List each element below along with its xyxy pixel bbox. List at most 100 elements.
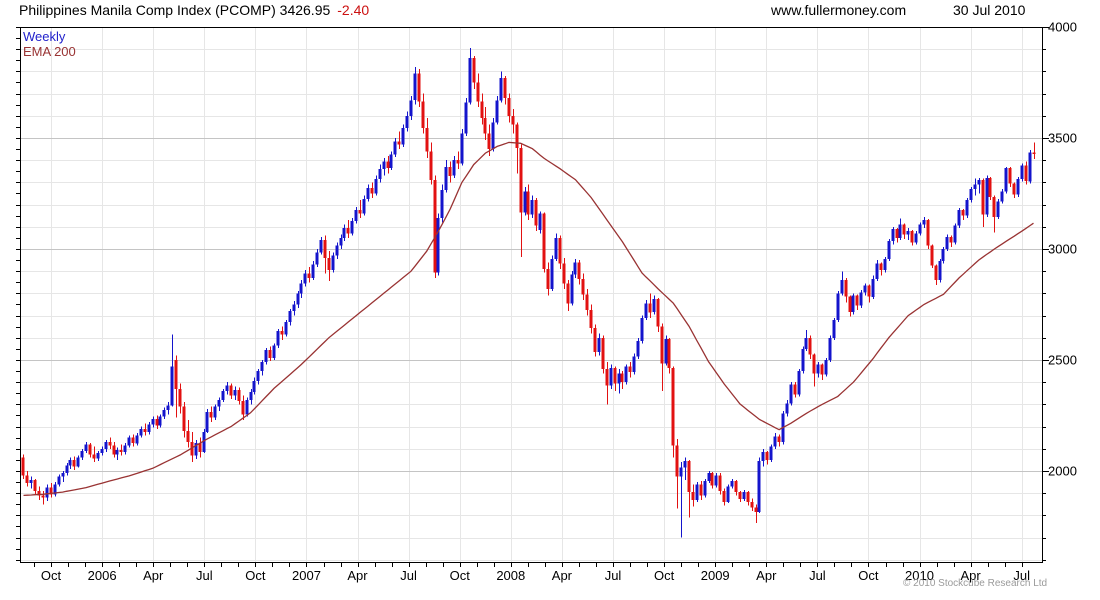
candle-body [405,115,409,128]
candle-body [53,484,57,495]
candle-body [147,424,151,433]
candle-body [139,428,143,436]
candle-body [812,354,816,374]
candle-body [550,259,554,289]
x-axis-label: Oct [41,568,62,583]
candle-body [178,388,182,407]
candle-body [546,269,550,289]
candle-body [386,161,390,168]
candle-body [1024,165,1028,182]
x-axis-label: Jul [605,568,622,583]
candle-body [742,492,746,499]
candle-body [926,220,930,246]
candle-body [797,371,801,395]
candle-body [628,366,632,373]
candle-body [738,492,742,499]
candle-body [209,412,213,418]
candle-body [249,392,253,400]
candle-body [848,296,852,313]
candle-body [339,237,343,246]
x-axis-labels: Oct 2006 Apr Jul Oct 2007 Apr Jul Oct 2008 Apr Jul O… [41,568,1030,583]
candle-body [652,298,656,313]
candle-body [757,461,761,513]
candle-body [793,384,797,395]
candle-body [186,431,190,443]
candle-body [45,487,49,498]
candle-body [910,231,914,243]
x-axis-label: 2007 [292,568,321,583]
candle-body [534,200,538,226]
candle-body [119,449,123,453]
candle-body [158,416,162,426]
candle-body [562,263,566,284]
candle-body [260,362,264,372]
candle-body [115,449,119,455]
candle-body [519,148,523,213]
candle-body [440,190,444,218]
candle-body [577,262,581,279]
candle-body [632,356,636,373]
y-axis-label: 2000 [1048,464,1077,479]
candle-body [256,371,260,382]
candle-body [433,180,437,273]
candle-body [319,240,323,253]
legend-ema-200: EMA 200 [23,44,76,59]
x-axis-label: Apr [143,568,164,583]
candle-body [507,98,511,116]
candle-body [773,436,777,447]
candle-body [726,486,730,502]
candle-body [570,274,574,304]
candle-body [523,191,527,213]
candle-body [891,229,895,242]
legend-weekly: Weekly [23,29,66,44]
x-axis-label: Oct [654,568,675,583]
candle-body [264,350,268,363]
y-axis-labels: 4000 3500 3000 2500 2000 [1048,20,1077,479]
candle-body [566,283,570,304]
candle-body [511,115,515,125]
candle-body [233,390,237,396]
candle-body [597,337,601,353]
candle-body [252,381,256,393]
candle-body [76,457,80,467]
candle-body [229,385,233,396]
candle-body [108,442,112,446]
candle-body [299,283,303,294]
candle-body [808,337,812,355]
candle-body [973,184,977,189]
x-axis-label: Apr [552,568,573,583]
candle-body [902,224,906,235]
candle-body [977,180,981,185]
candle-body [272,345,276,358]
candle-body [554,237,558,259]
candle-body [585,294,589,310]
candle-body [816,364,820,374]
candle-body [217,399,221,407]
candle-body [707,473,711,481]
candle-body [155,418,159,426]
candle-body [162,409,166,417]
candle-body [413,73,417,101]
candle-body [202,432,206,453]
candle-body [765,452,769,460]
candle-body [401,128,405,145]
candle-body [276,331,280,346]
candle-body [135,435,139,444]
candle-body [883,259,887,271]
x-axis-label: Jul [400,568,417,583]
candle-body [288,311,292,323]
candle-body [664,338,668,364]
copyright: © 2010 Stockcube Research Ltd [903,578,1048,589]
candle-body [127,437,131,446]
candle-body [21,457,25,476]
candle-body [589,310,593,328]
candle-body [417,73,421,102]
candle-body [530,200,534,215]
candle-body [151,418,155,425]
candle-body [844,280,848,297]
candle-body [84,444,88,451]
candle-body [906,231,910,235]
candle-body [68,459,72,466]
x-axis-label: Apr [756,568,777,583]
candle-body [961,210,965,216]
